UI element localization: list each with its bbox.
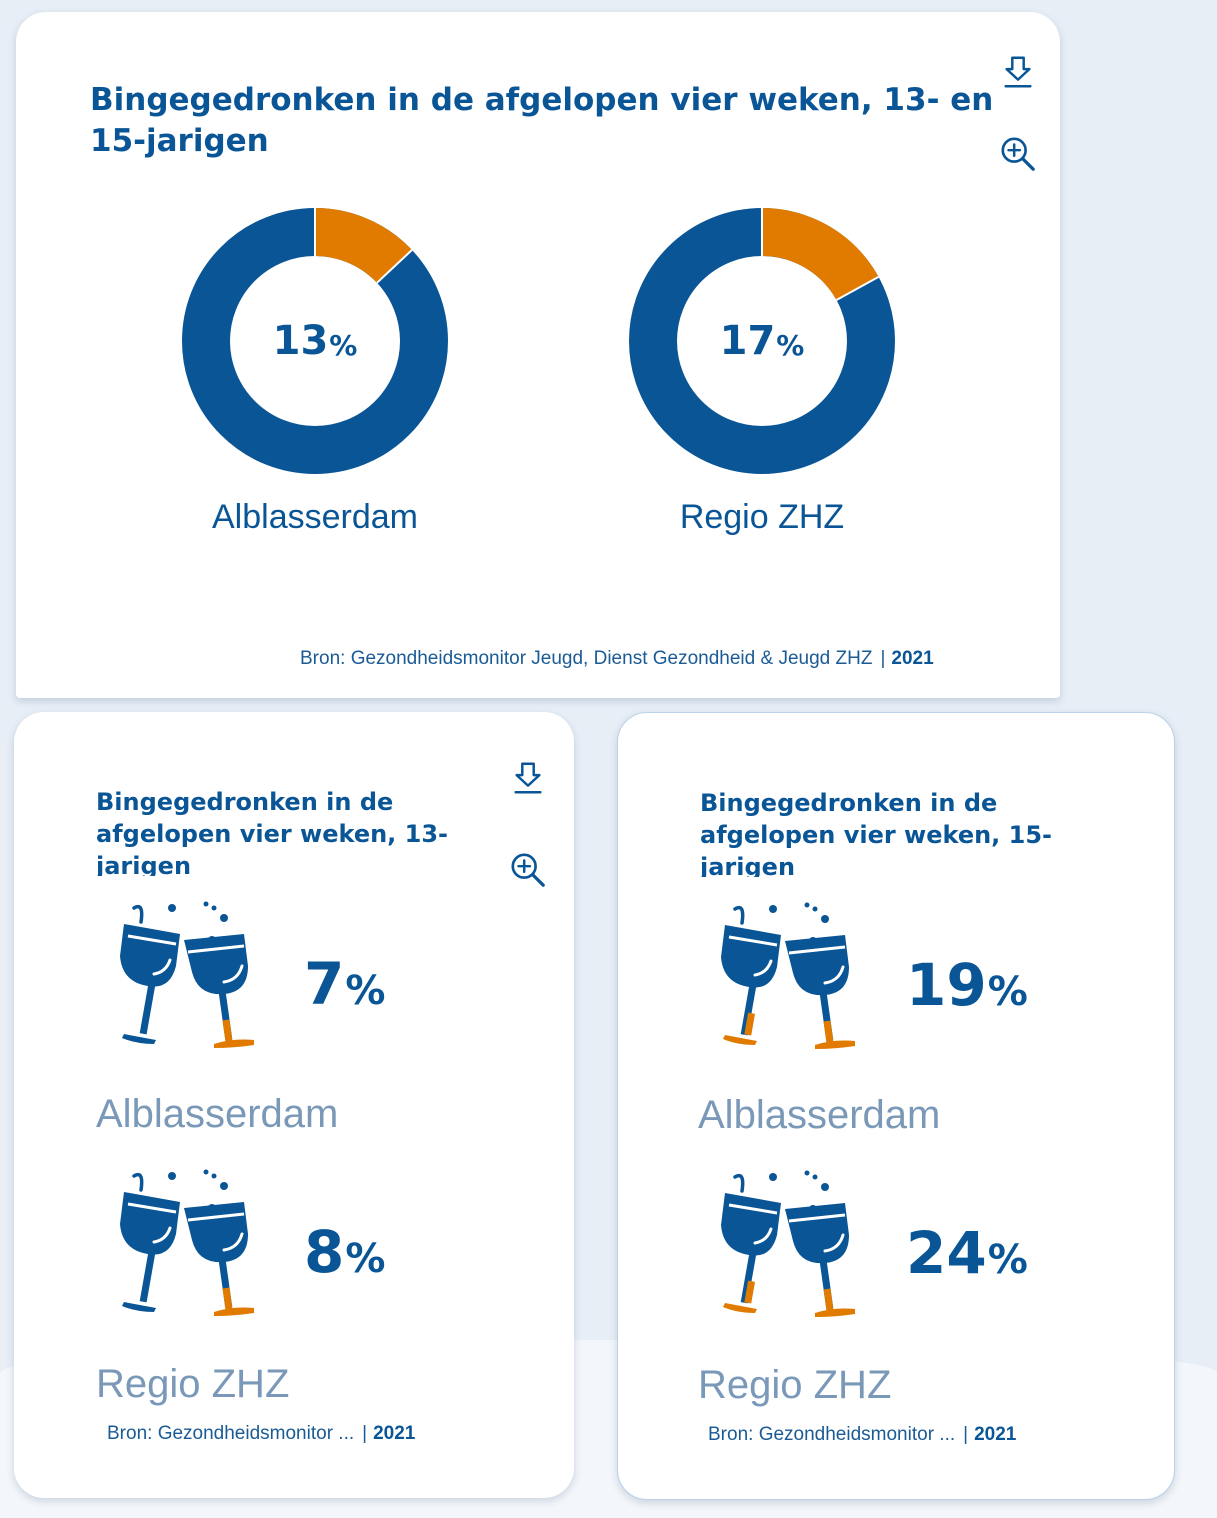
zoom-in-button[interactable] bbox=[506, 848, 550, 892]
toasting-glasses-icon bbox=[114, 1162, 274, 1332]
pictogram-value: 7% bbox=[304, 950, 385, 1018]
source-year: 2021 bbox=[373, 1423, 416, 1444]
source-line: Bron: Gezondheidsmonitor Jeugd, Dienst G… bbox=[300, 648, 934, 670]
source-separator: | bbox=[362, 1423, 368, 1444]
toasting-glasses-icon bbox=[715, 1163, 875, 1333]
chart-title: Bingegedronken in de afgelopen vier weke… bbox=[700, 789, 1053, 877]
source-line: Bron: Gezondheidsmonitor ... | 2021 bbox=[107, 1423, 415, 1445]
donut-value: 17% bbox=[627, 206, 897, 476]
source-year: 2021 bbox=[891, 648, 934, 669]
source-year: 2021 bbox=[974, 1424, 1017, 1445]
donut-chart-regio-zhz: 17% bbox=[627, 206, 897, 476]
zoom-in-icon bbox=[1001, 137, 1035, 171]
value-number: 13 bbox=[272, 318, 329, 364]
download-icon bbox=[1004, 56, 1032, 88]
percent-sign: % bbox=[329, 328, 358, 362]
value-number: 7 bbox=[304, 950, 345, 1018]
toasting-glasses-icon bbox=[715, 895, 875, 1065]
download-button[interactable] bbox=[996, 50, 1040, 94]
source-text: Bron: Gezondheidsmonitor Jeugd, Dienst G… bbox=[300, 648, 873, 669]
value-number: 24 bbox=[906, 1219, 987, 1287]
slice-divider bbox=[376, 249, 413, 284]
donut-chart-alblasserdam: 13% bbox=[180, 206, 450, 476]
pictogram-label: Regio ZHZ bbox=[96, 1362, 290, 1406]
pictogram-value: 8% bbox=[304, 1218, 385, 1286]
pictogram-value: 19% bbox=[906, 951, 1028, 1019]
source-line: Bron: Gezondheidsmonitor ... | 2021 bbox=[708, 1424, 1016, 1446]
source-text: Bron: Gezondheidsmonitor ... bbox=[107, 1423, 355, 1444]
source-text: Bron: Gezondheidsmonitor ... bbox=[708, 1424, 956, 1445]
donut-label: Alblasserdam bbox=[212, 498, 418, 536]
zoom-in-icon bbox=[511, 853, 545, 887]
percent-sign: % bbox=[345, 968, 386, 1014]
pictogram-card-13: Bingegedronken in de afgelopen vier weke… bbox=[14, 712, 574, 1498]
value-number: 19 bbox=[906, 951, 987, 1019]
value-number: 17 bbox=[719, 318, 776, 364]
donut-label: Regio ZHZ bbox=[679, 498, 845, 536]
value-number: 8 bbox=[304, 1218, 345, 1286]
percent-sign: % bbox=[987, 1237, 1028, 1283]
donut-value: 13% bbox=[180, 206, 450, 476]
donut-chart-card: Bingegedronken in de afgelopen vier weke… bbox=[16, 12, 1060, 698]
pictogram-value: 24% bbox=[906, 1219, 1028, 1287]
chart-title: Bingegedronken in de afgelopen vier weke… bbox=[90, 82, 994, 159]
pictogram-label: Alblasserdam bbox=[96, 1092, 339, 1136]
zoom-in-button[interactable] bbox=[996, 132, 1040, 176]
download-icon bbox=[514, 762, 542, 794]
percent-sign: % bbox=[987, 969, 1028, 1015]
pictogram-card-15: Bingegedronken in de afgelopen vier weke… bbox=[617, 712, 1175, 1500]
pictogram-label: Alblasserdam bbox=[698, 1093, 941, 1137]
pictogram-label: Regio ZHZ bbox=[698, 1363, 892, 1407]
percent-sign: % bbox=[345, 1236, 386, 1282]
download-button[interactable] bbox=[506, 756, 550, 800]
slice-divider bbox=[836, 276, 880, 301]
source-separator: | bbox=[963, 1424, 969, 1445]
chart-title: Bingegedronken in de afgelopen vier weke… bbox=[96, 788, 449, 876]
source-separator: | bbox=[880, 648, 886, 669]
percent-sign: % bbox=[776, 328, 805, 362]
toasting-glasses-icon bbox=[114, 894, 274, 1064]
